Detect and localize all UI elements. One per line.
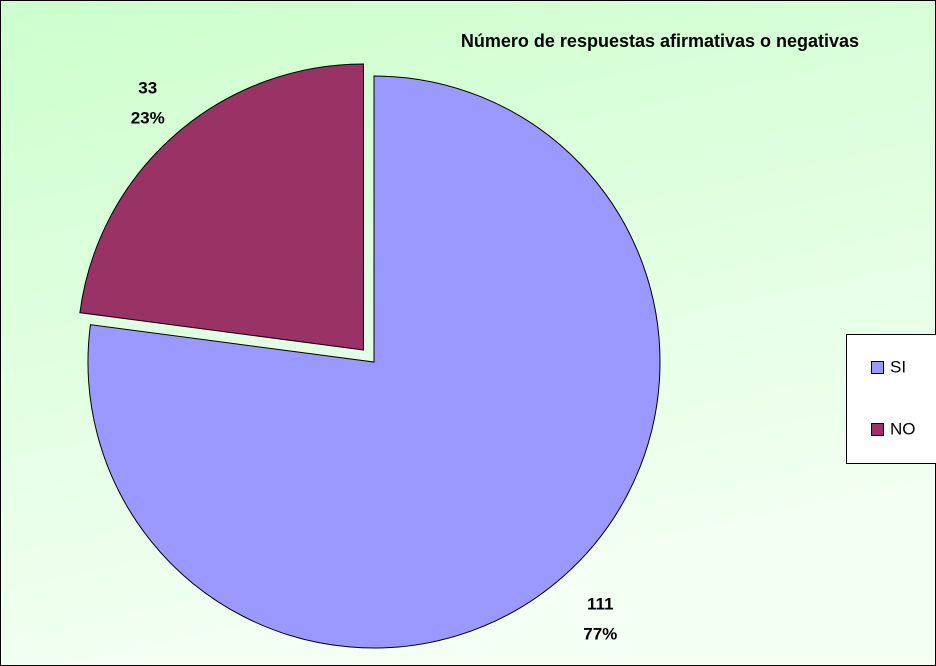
data-label: 77% (583, 625, 617, 644)
legend-swatch (871, 361, 884, 374)
pie-slice (79, 63, 364, 351)
legend-swatch (871, 423, 884, 436)
pie-slice (87, 75, 661, 649)
data-label: 23% (131, 108, 165, 127)
data-label: 111 (587, 595, 614, 614)
legend (846, 334, 936, 464)
data-label: 33 (138, 78, 157, 97)
legend-label: NO (890, 419, 916, 438)
chart-title: Número de respuestas afirmativas o negat… (461, 31, 859, 51)
legend-label: SI (890, 357, 906, 376)
